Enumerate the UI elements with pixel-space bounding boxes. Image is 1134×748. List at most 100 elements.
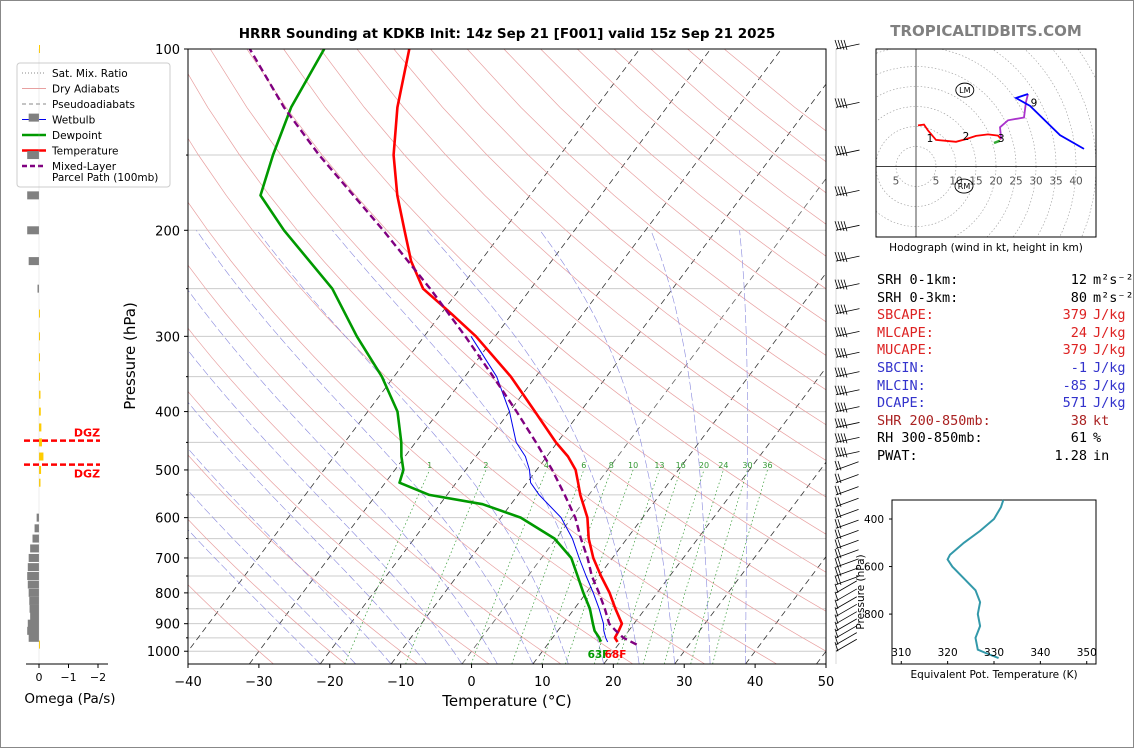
wind-barb-staff — [835, 588, 857, 602]
legend-label: Wetbulb — [52, 115, 96, 127]
y-tick-label: 200 — [155, 224, 180, 239]
theta-e-x-tick-label: 330 — [984, 647, 1004, 659]
wind-barb-flag — [837, 539, 842, 549]
y-tick-label: 700 — [155, 552, 180, 567]
dry-adiabat — [188, 201, 705, 664]
x-tick-label: 30 — [676, 675, 693, 690]
wind-barb-flag — [840, 327, 845, 338]
wind-barb-flag — [834, 473, 839, 483]
wind-barb-flag — [837, 447, 842, 457]
storm-motion-label: RM — [958, 182, 971, 191]
wind-barb-flag — [840, 251, 845, 262]
wind-barb-flag — [834, 591, 839, 602]
wind-barb-flag — [834, 418, 839, 428]
index-value: 571 — [1062, 395, 1087, 412]
omega-bar — [27, 580, 39, 589]
isotherm-line — [461, 177, 826, 664]
moist-adiabat — [332, 230, 605, 664]
omega-bar — [28, 257, 39, 266]
hodo-ring-label: 25 — [1009, 176, 1022, 188]
x-tick-label: −10 — [387, 675, 414, 690]
mixing-ratio-label: 13 — [654, 461, 664, 470]
storm-motion-marker — [954, 178, 974, 194]
mixing-ratio-line — [712, 469, 768, 664]
wind-barb-flag — [843, 433, 848, 444]
index-row: SBCAPE: 379 J/kg — [877, 307, 1134, 325]
wind-barb-flag — [837, 251, 842, 262]
wind-barb-flag — [837, 485, 842, 496]
wind-barb-flag — [837, 279, 842, 290]
wind-barb-flag — [834, 583, 839, 594]
wind-barb-flag — [834, 607, 839, 617]
wind-barb-flag — [834, 539, 839, 549]
wind-barb-flag — [843, 221, 848, 232]
wind-barb-flag — [840, 447, 845, 458]
wind-barb-flag — [840, 418, 845, 429]
hodo-ring-label: 30 — [1029, 176, 1042, 188]
wind-barb-flag — [843, 327, 848, 338]
wind-barb-flag — [843, 348, 848, 359]
storm-motion-marker — [955, 82, 975, 98]
hodo-ring-label: 20 — [989, 176, 1002, 188]
wind-barb-flag — [834, 614, 839, 624]
omega-bar — [39, 332, 40, 341]
wind-barb-flag — [840, 433, 845, 444]
omega-bar — [27, 626, 39, 635]
wind-barb-flag — [834, 367, 839, 377]
wind-barb-staff — [835, 603, 857, 617]
wind-barb-flag — [840, 186, 845, 197]
index-label: DCAPE: — [877, 395, 926, 412]
moist-adiabat — [188, 349, 463, 664]
omega-axis-label: Omega (Pa/s) — [24, 691, 115, 707]
dry-adiabat — [503, 49, 826, 323]
wind-barb-staff — [835, 422, 860, 428]
wind-barb-staff — [835, 461, 859, 471]
y-tick-label: 400 — [155, 406, 180, 421]
dry-adiabat — [188, 327, 562, 664]
wind-barb-flag — [840, 304, 845, 315]
index-row: MLCIN: -85 J/kg — [877, 378, 1134, 396]
hodo-trace-green — [993, 139, 1001, 145]
index-row: SRH 0-3km: 80 m²s⁻² — [877, 290, 1134, 308]
wind-barb-flag — [834, 497, 839, 507]
wind-barb-flag — [834, 635, 839, 645]
wind-barb-flag — [834, 327, 839, 337]
index-label: PWAT: — [877, 447, 918, 464]
omega-bar — [28, 633, 39, 642]
omega-bar — [39, 353, 40, 362]
wind-barb-flag — [840, 348, 845, 358]
series-line-dewpoint — [259, 49, 602, 643]
mixing-ratio-line — [642, 469, 705, 664]
wind-barb-staff — [835, 371, 860, 378]
moist-adiabat — [539, 230, 675, 664]
wind-barb-flag — [834, 628, 839, 638]
omega-bar — [28, 588, 39, 597]
x-tick-label: 40 — [747, 675, 764, 690]
dry-adiabat — [188, 518, 346, 664]
wind-barb-flag — [840, 98, 845, 109]
skewt-plot-area: 1 2 4 6 8 10 13 16 20 24 30 36 — [188, 49, 826, 664]
hodo-height-label: 9 — [1031, 98, 1038, 110]
theta-e-frame — [891, 499, 1097, 665]
wind-barb-staff — [835, 474, 859, 484]
index-unit: in — [1093, 447, 1110, 464]
omega-bar — [27, 563, 39, 572]
y-tick-label: 100 — [155, 43, 180, 58]
dry-adiabat — [246, 49, 826, 573]
y-tick-label: 500 — [155, 464, 180, 479]
index-row: DCAPE: 571 J/kg — [877, 395, 1134, 413]
wind-barb-flag — [843, 402, 848, 413]
x-tick-label: 50 — [818, 675, 835, 690]
mixing-ratio-line — [470, 469, 547, 664]
wind-barb-flag — [834, 566, 839, 577]
x-tick-label: −30 — [245, 675, 272, 690]
theta-e-x-tick-label: 310 — [891, 647, 911, 659]
wind-barb-flag — [843, 279, 848, 290]
index-unit: J/kg — [1093, 377, 1126, 394]
brand-label: TROPICALTIDBITS.COM — [890, 22, 1082, 40]
mixing-ratio-label: 2 — [483, 461, 488, 470]
wind-barb-staff — [835, 529, 859, 539]
wind-barb-flag — [834, 145, 839, 156]
wind-barb-flag — [837, 98, 842, 108]
